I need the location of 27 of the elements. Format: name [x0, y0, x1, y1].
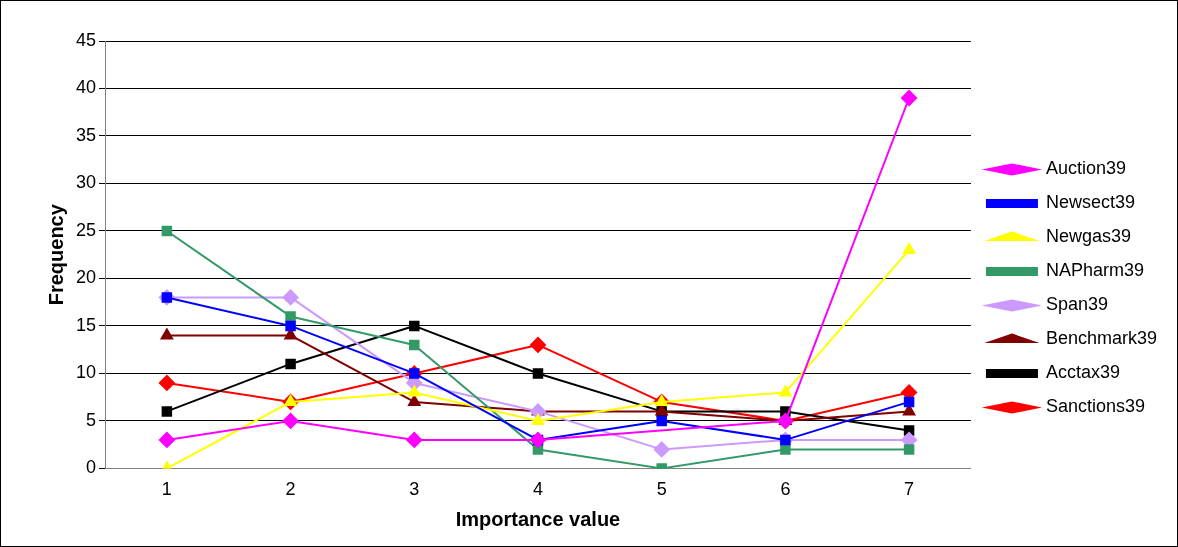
- legend-label: Sanctions39: [1045, 396, 1146, 417]
- y-tick-label: 10: [75, 362, 97, 383]
- legend-label: Span39: [1045, 294, 1108, 315]
- x-tick-label: 5: [656, 479, 667, 500]
- y-tick-label: 35: [75, 124, 97, 145]
- x-tick-label: 7: [904, 479, 915, 500]
- legend-label: Newgas39: [1045, 226, 1131, 247]
- legend-label: Auction39: [1045, 158, 1126, 179]
- y-tick-label: 20: [75, 267, 97, 288]
- x-tick-label: 4: [532, 479, 543, 500]
- y-tick-label: 5: [86, 409, 97, 430]
- x-tick-label: 2: [285, 479, 296, 500]
- y-tick-label: 15: [75, 314, 97, 335]
- legend-label: Newsect39: [1045, 192, 1135, 213]
- y-tick-label: 0: [86, 457, 97, 478]
- y-tick-label: 30: [75, 172, 97, 193]
- x-tick-label: 3: [409, 479, 420, 500]
- legend-label: Acctax39: [1045, 362, 1120, 383]
- y-tick-label: 45: [75, 29, 97, 50]
- y-tick-label: 40: [75, 77, 97, 98]
- y-axis-title: Frequency: [44, 203, 67, 306]
- legend-label: NAPharm39: [1045, 260, 1144, 281]
- y-tick-label: 25: [75, 219, 97, 240]
- x-tick-label: 1: [161, 479, 172, 500]
- x-axis-title: Importance value: [455, 507, 621, 530]
- x-tick-label: 6: [780, 479, 791, 500]
- legend-label: Benchmark39: [1045, 328, 1157, 349]
